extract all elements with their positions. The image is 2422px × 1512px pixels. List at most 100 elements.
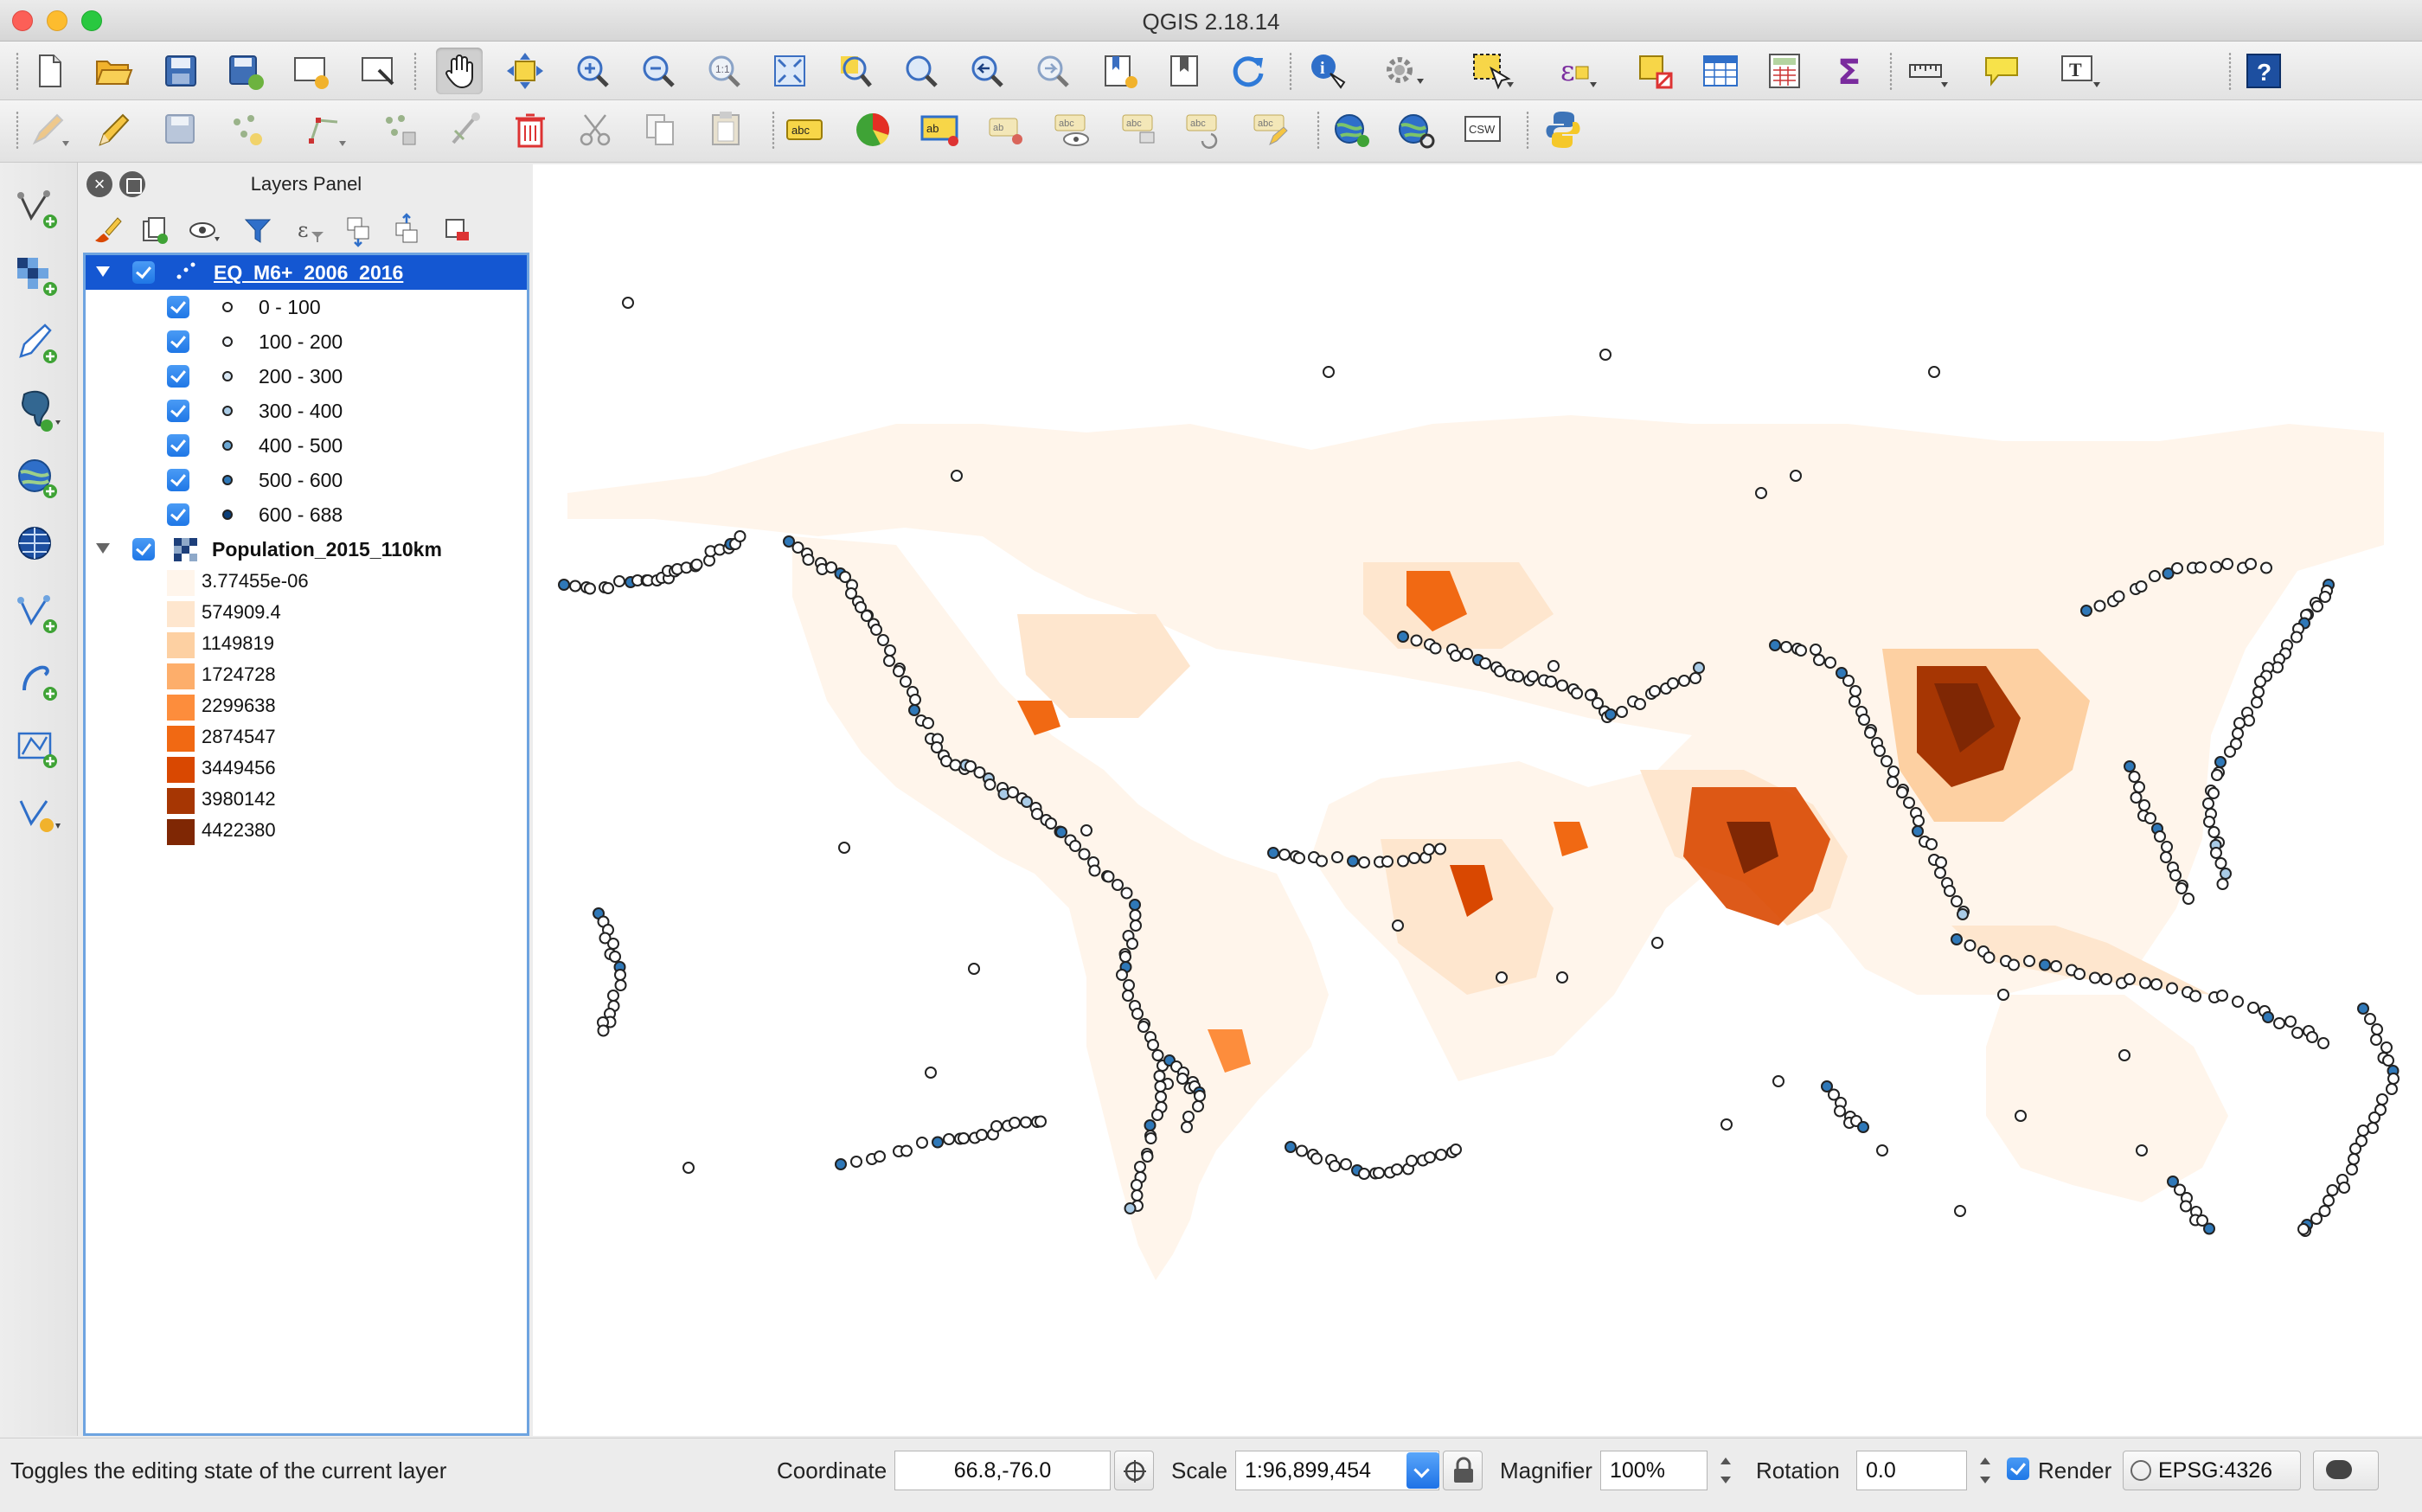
digitize-button[interactable]: [443, 106, 490, 153]
wms-search-button[interactable]: [1393, 106, 1439, 153]
layer-tree[interactable]: EQ_M6+_2006_2016 0 - 100 100 - 200 200 - 30…: [83, 253, 529, 1436]
zoom-out-button[interactable]: [635, 48, 682, 94]
zoom-full-button[interactable]: [766, 48, 813, 94]
deselect-features-button[interactable]: [1633, 48, 1680, 94]
refresh-button[interactable]: [1225, 48, 1272, 94]
magnifier-spinner[interactable]: [1716, 1451, 1735, 1490]
rotation-spinner[interactable]: [1976, 1451, 1995, 1490]
node-tool-button[interactable]: [303, 106, 349, 153]
legend-class-row[interactable]: 400 - 500: [86, 428, 527, 463]
layer-row[interactable]: EQ_M6+_2006_2016: [86, 255, 527, 290]
legend-class-row[interactable]: 300 - 400: [86, 394, 527, 428]
coordinate-input[interactable]: 66.8,-76.0: [894, 1451, 1111, 1490]
show-hide-labels-button[interactable]: abc: [1050, 106, 1097, 153]
cut-features-button[interactable]: [573, 106, 619, 153]
diagram-tool-button[interactable]: [849, 106, 896, 153]
expand-toggle-icon[interactable]: [96, 266, 110, 277]
layer-visibility-checkbox[interactable]: [132, 538, 155, 561]
crs-button[interactable]: EPSG:4326: [2123, 1451, 2301, 1490]
window-minimize-button[interactable]: [47, 10, 67, 31]
statistical-summary-button[interactable]: Σ: [1827, 48, 1874, 94]
legend-class-row[interactable]: 600 - 688: [86, 497, 527, 532]
new-shapefile-layer-button[interactable]: [12, 791, 62, 841]
pan-to-selection-button[interactable]: [502, 48, 548, 94]
class-visibility-checkbox[interactable]: [167, 503, 189, 526]
current-edits-button[interactable]: [26, 106, 73, 153]
float-panel-icon[interactable]: [119, 171, 145, 197]
render-checkbox[interactable]: [2007, 1458, 2029, 1480]
select-features-button[interactable]: [1467, 48, 1514, 94]
csw-button[interactable]: CSW: [1460, 106, 1507, 153]
scale-dropdown-button[interactable]: [1406, 1452, 1439, 1489]
paste-features-button[interactable]: [702, 106, 749, 153]
add-wcs-layer-button[interactable]: [12, 521, 62, 571]
add-feature-button[interactable]: [223, 106, 270, 153]
toolbar-handle[interactable]: [16, 111, 19, 151]
add-group-button[interactable]: [137, 213, 171, 247]
toggle-editing-button[interactable]: [92, 106, 138, 153]
legend-class-row[interactable]: 100 - 200: [86, 324, 527, 359]
add-raster-layer-button[interactable]: [12, 251, 62, 301]
zoom-actual-size-button[interactable]: 1:1: [701, 48, 747, 94]
text-annotation-button[interactable]: T: [2057, 48, 2104, 94]
class-visibility-checkbox[interactable]: [167, 434, 189, 457]
highlight-pinned-labels-button[interactable]: ab: [917, 106, 964, 153]
close-panel-icon[interactable]: ×: [86, 171, 112, 197]
layer-visibility-checkbox[interactable]: [132, 261, 155, 284]
window-zoom-button[interactable]: [81, 10, 102, 31]
class-visibility-checkbox[interactable]: [167, 365, 189, 388]
show-bookmarks-button[interactable]: [1161, 48, 1208, 94]
class-visibility-checkbox[interactable]: [167, 469, 189, 491]
legend-class-row[interactable]: 0 - 100: [86, 290, 527, 324]
change-label-button[interactable]: abc: [1249, 106, 1296, 153]
manage-visibility-button[interactable]: [187, 213, 221, 247]
lock-scale-button[interactable]: [1443, 1451, 1483, 1490]
identify-features-button[interactable]: i: [1304, 48, 1351, 94]
save-project-button[interactable]: [157, 48, 204, 94]
layer-row[interactable]: Population_2015_110km: [86, 532, 527, 567]
copy-features-button[interactable]: [637, 106, 683, 153]
filter-by-expression-button[interactable]: ε: [294, 213, 329, 247]
field-calculator-button[interactable]: [1761, 48, 1808, 94]
remove-layer-button[interactable]: [439, 213, 474, 247]
class-visibility-checkbox[interactable]: [167, 400, 189, 422]
add-virtual-layer-button[interactable]: [12, 656, 62, 706]
toolbar-handle[interactable]: [16, 52, 19, 92]
save-layer-edits-button[interactable]: [157, 106, 204, 153]
zoom-last-button[interactable]: [964, 48, 1010, 94]
new-bookmark-button[interactable]: [1097, 48, 1144, 94]
scale-combobox[interactable]: 1:96,899,454: [1235, 1451, 1439, 1490]
add-postgis-layer-button[interactable]: [12, 386, 62, 436]
map-tips-button[interactable]: [1979, 48, 2026, 94]
layer-styling-button[interactable]: [90, 213, 125, 247]
pin-labels-button[interactable]: ab: [984, 106, 1031, 153]
pan-map-button[interactable]: [436, 48, 483, 94]
label-tool-button[interactable]: abc: [782, 106, 829, 153]
add-wfs-layer-button[interactable]: [12, 588, 62, 638]
new-project-button[interactable]: [26, 48, 73, 94]
open-project-button[interactable]: [90, 48, 137, 94]
python-console-button[interactable]: [1540, 106, 1586, 153]
save-as-button[interactable]: [221, 48, 268, 94]
measure-line-button[interactable]: [1905, 48, 1951, 94]
add-wms-layer-button[interactable]: [12, 453, 62, 503]
rotate-label-button[interactable]: abc: [1182, 106, 1228, 153]
zoom-next-button[interactable]: [1029, 48, 1076, 94]
zoom-to-layer-button[interactable]: [898, 48, 945, 94]
attribute-table-button[interactable]: [1697, 48, 1744, 94]
magnifier-input[interactable]: 100%: [1600, 1451, 1708, 1490]
composer-manager-button[interactable]: [355, 48, 401, 94]
toggle-extents-button[interactable]: [1114, 1451, 1154, 1490]
log-messages-button[interactable]: [2313, 1451, 2379, 1490]
add-vector-layer-button[interactable]: [12, 183, 62, 234]
add-delimited-text-button[interactable]: [12, 318, 62, 368]
legend-class-row[interactable]: 200 - 300: [86, 359, 527, 394]
class-visibility-checkbox[interactable]: [167, 296, 189, 318]
class-visibility-checkbox[interactable]: [167, 330, 189, 353]
zoom-to-selection-button[interactable]: [832, 48, 879, 94]
help-button[interactable]: ?: [2240, 48, 2287, 94]
map-canvas[interactable]: [533, 164, 2422, 1436]
zoom-in-button[interactable]: [569, 48, 616, 94]
collapse-all-button[interactable]: [389, 213, 424, 247]
legend-class-row[interactable]: 500 - 600: [86, 463, 527, 497]
